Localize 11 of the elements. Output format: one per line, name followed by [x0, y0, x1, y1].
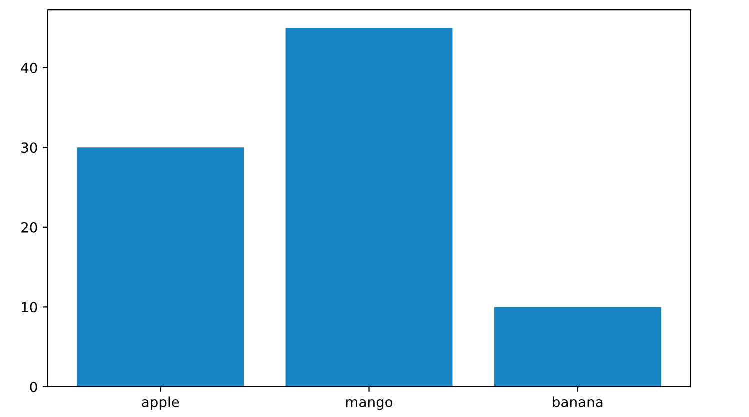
- y-tick-label: 40: [21, 62, 38, 74]
- x-tick-label: mango: [346, 399, 393, 410]
- y-tick-label: 20: [22, 222, 38, 233]
- y-tick-label: 30: [22, 142, 38, 154]
- y-tick-label: 0: [30, 382, 38, 392]
- bar: [286, 28, 453, 387]
- bar: [77, 148, 244, 387]
- bar: [494, 307, 662, 387]
- y-tick-label: 10: [22, 302, 38, 313]
- x-tick-label: banana: [553, 396, 603, 408]
- x-tick-label: apple: [142, 396, 180, 410]
